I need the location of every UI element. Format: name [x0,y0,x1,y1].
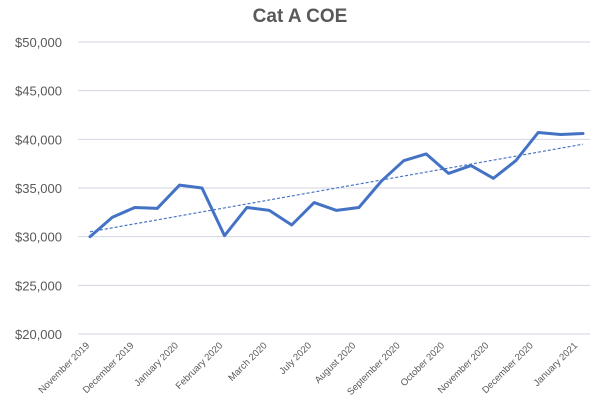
data-point [133,206,137,209]
y-tick-label: $30,000 [15,230,62,245]
data-point [223,234,226,237]
x-tick-label: July 2020 [277,340,314,377]
series-layer [88,131,585,239]
y-tick-label: $35,000 [15,181,62,196]
data-point [111,216,114,219]
trendline [89,143,584,233]
y-tick-label: $40,000 [15,132,62,147]
y-tick-label: $45,000 [15,84,62,99]
data-point [469,164,473,167]
y-axis-labels: $20,000 $25,000 $30,000 $35,000 $40,000 $45,0… [15,35,62,342]
data-point [178,183,181,187]
data-point [581,132,585,135]
y-tick-label: $20,000 [15,327,62,342]
data-point [380,179,383,183]
data-point [559,133,562,136]
data-point [88,235,92,238]
data-point [447,172,450,175]
data-point [290,223,293,227]
data-point [357,206,361,209]
x-tick-label: March 2020 [226,340,269,383]
x-tick-label: October 2020 [399,340,447,388]
x-tick-label: January 2021 [532,340,580,388]
y-tick-label: $50,000 [15,35,62,50]
data-point [200,186,204,190]
data-point [514,159,517,162]
data-point [402,159,405,162]
data-point [424,152,428,156]
y-tick-label: $25,000 [15,278,62,293]
x-tick-label: February 2020 [174,340,225,391]
chart-title: Cat A COE [252,6,348,27]
series-line [88,131,585,239]
data-point [312,201,316,204]
data-point [156,207,159,210]
data-point [335,209,338,212]
x-tick-label: August 2020 [313,340,359,386]
data-point [536,131,540,134]
data-point [245,206,249,209]
data-point [492,177,495,180]
data-point [268,209,271,212]
x-tick-label: January 2020 [132,340,180,388]
